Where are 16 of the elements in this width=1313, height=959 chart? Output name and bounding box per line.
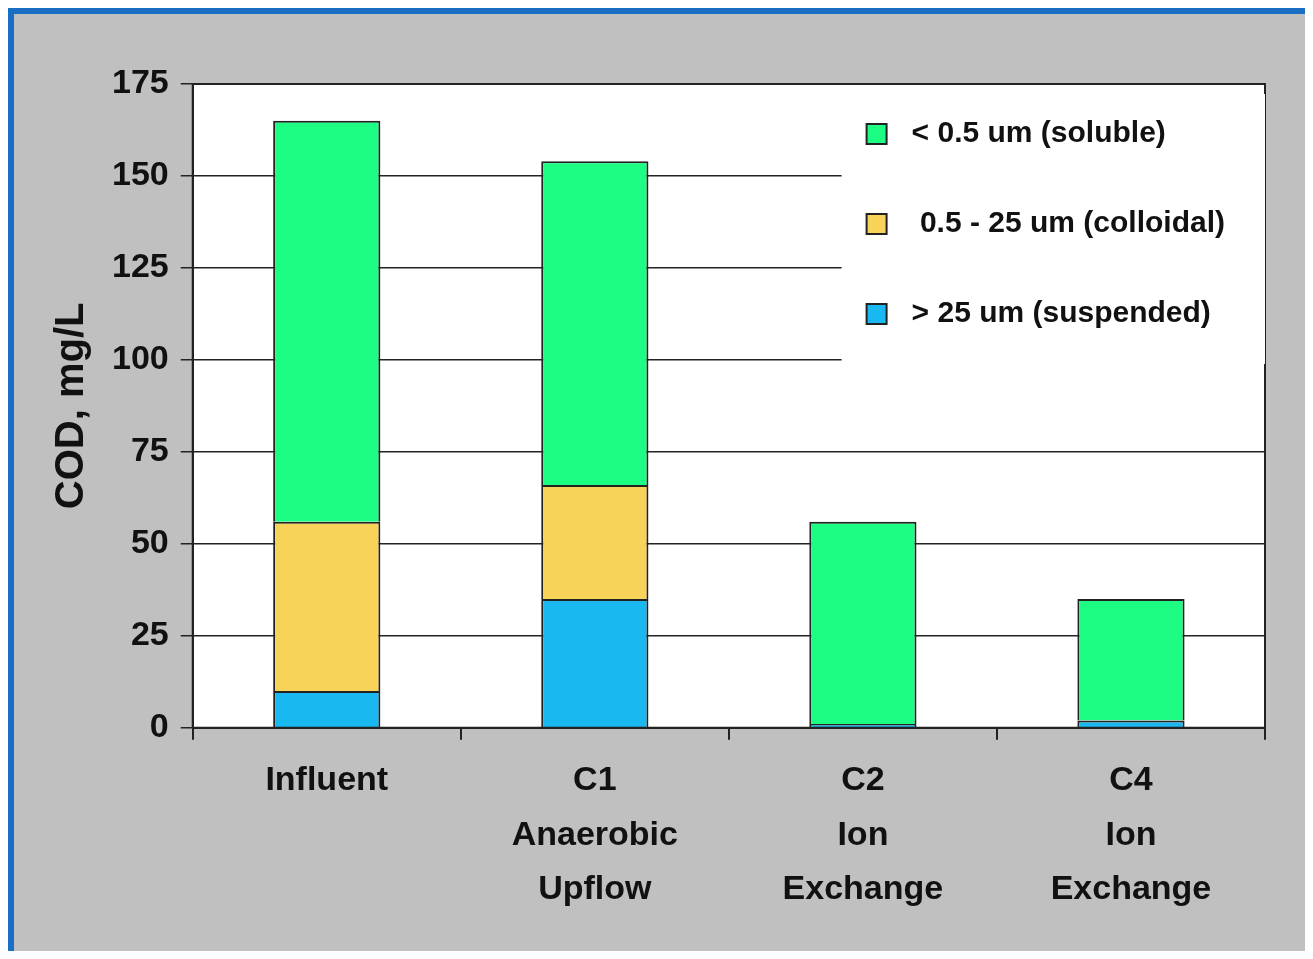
x-tick-label: C2 Ion Exchange [782, 759, 944, 907]
legend-label: 0.5 - 25 um (colloidal) [911, 205, 1225, 239]
y-tick-label: 25 [130, 614, 169, 653]
x-tick-label: C4 Ion Exchange [1050, 759, 1212, 907]
y-tick-label: 75 [130, 430, 169, 469]
legend-label: < 0.5 um (soluble) [911, 115, 1166, 149]
y-tick-label: 0 [149, 706, 169, 745]
legend-label: > 25 um (suspended) [911, 295, 1211, 329]
y-tick-label: 50 [130, 522, 169, 561]
y-tick-label: 175 [111, 62, 169, 101]
y-tick-label: 150 [111, 154, 169, 193]
x-tick-label: C1 Anaerobic Upflow [511, 759, 678, 907]
y-axis-title: COD, mg/L [47, 302, 92, 510]
x-tick-label: Influent [265, 759, 389, 798]
y-tick-label: 125 [111, 246, 169, 285]
y-tick-label: 100 [111, 338, 169, 377]
